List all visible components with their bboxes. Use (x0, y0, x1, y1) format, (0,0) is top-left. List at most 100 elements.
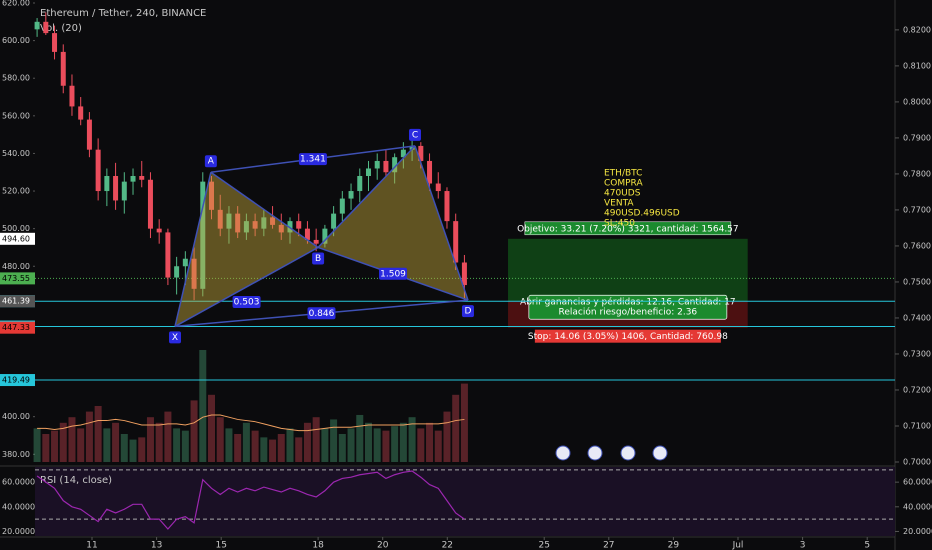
volume-bar (399, 422, 407, 462)
candle-body (270, 217, 276, 225)
volume-bar (251, 430, 259, 462)
y2-tick-label: 0.7100 (903, 421, 931, 430)
volume-bar (277, 434, 285, 462)
rsi-tick-label: 60.0000 (2, 478, 35, 487)
y-tick-label: 620.00 (2, 0, 30, 8)
candle-body (95, 149, 101, 192)
volume-bar (112, 422, 120, 462)
candle-body (174, 266, 180, 278)
volume-bar (129, 439, 137, 462)
rsi-tick-label-right: 20.0000 (903, 527, 932, 536)
target-label: Objetivo: 33.21 (7.20%) 3321, cantidad: … (517, 224, 739, 234)
candle-body (209, 181, 215, 210)
price-label-box (0, 321, 35, 334)
volume-bar (426, 422, 434, 462)
volume-bar (338, 434, 346, 462)
pattern-leg (174, 172, 212, 327)
candle-body (147, 179, 153, 229)
ratio-label: 0.846 (309, 309, 335, 319)
price-label: 494.60 (2, 234, 30, 243)
y-tick-label: 580.00 (2, 74, 30, 83)
candle-body (52, 33, 58, 52)
candle-body (182, 258, 188, 267)
pattern-fill (318, 145, 468, 301)
pattern-leg (174, 246, 319, 328)
volume-bar (260, 437, 268, 462)
volume-bar (382, 430, 390, 462)
rsi-tick-label: 20.0000 (2, 527, 35, 536)
volume-bar (347, 428, 355, 462)
candle-body (444, 191, 450, 222)
y-tick-label: 380.00 (2, 450, 30, 459)
y-tick-label: 500.00 (2, 224, 30, 233)
volume-bar (434, 430, 442, 462)
rsi-tick-label-right: 40.0000 (903, 502, 932, 511)
pattern-point-box (312, 252, 325, 265)
volume-bar (269, 439, 277, 462)
y-tick-label: 520.00 (2, 187, 30, 196)
stop-label-box (534, 329, 721, 343)
candle-body (374, 160, 380, 169)
ratio-label: 0.503 (234, 297, 260, 307)
volume-bar (85, 411, 93, 462)
pnl-label: Abrir ganancias y pérdidas: 12.16, Canti… (520, 297, 736, 308)
rsi-tick-label-right: 60.0000 (903, 478, 932, 487)
volume-bar (42, 434, 50, 462)
pattern-leg (414, 145, 469, 301)
y2-tick-label: 0.7900 (903, 133, 931, 142)
pattern-point-label: C (412, 130, 418, 140)
pattern-point-label: A (208, 157, 215, 167)
candle-body (400, 149, 406, 158)
x-tick-label: 25 (538, 541, 549, 550)
volume-bar (199, 350, 207, 462)
volume-bar (356, 414, 364, 462)
y2-tick-label: 0.7800 (903, 169, 931, 178)
chart-title: Ethereum / Tether, 240, BINANCE (40, 8, 206, 19)
volume-bar (225, 428, 233, 462)
candle-body (34, 21, 40, 30)
note-line: COMPRA (604, 179, 643, 189)
y-tick-label: 400.00 (2, 412, 30, 421)
candle-body (139, 176, 145, 180)
candle-body (252, 221, 258, 229)
ratio-box (232, 295, 261, 308)
volume-bar (190, 400, 198, 462)
x-tick-label: 3 (800, 541, 806, 550)
price-label-box (0, 295, 35, 308)
volume-bar (181, 430, 189, 462)
candle-body (69, 85, 75, 107)
price-label: 461.39 (2, 297, 30, 306)
x-tick-label: 13 (151, 541, 162, 550)
x-tick-label: 11 (86, 541, 97, 550)
candle-body (365, 168, 371, 176)
pattern-leg (317, 145, 416, 248)
candle-body (322, 228, 328, 244)
volume-bar (120, 434, 128, 462)
volume-bar (321, 428, 329, 462)
candle-body (461, 262, 467, 286)
pattern-leg (210, 171, 319, 249)
volume-bar (216, 417, 224, 462)
candle-body (383, 160, 389, 173)
note-line: ETH/BTC (604, 169, 642, 179)
volume-bar (173, 428, 181, 462)
y2-tick-label: 0.7500 (903, 277, 931, 286)
candle-body (104, 176, 110, 192)
pattern-point-box (169, 331, 182, 344)
pattern-point-label: B (315, 254, 321, 264)
volume-bar (68, 417, 76, 462)
volume-bar (452, 394, 460, 462)
volume-bar (286, 428, 294, 462)
x-tick-label: 18 (312, 541, 324, 550)
target-zone (508, 238, 748, 302)
price-label-box (0, 232, 35, 245)
candle-body (348, 191, 354, 199)
volume-bar (373, 428, 381, 462)
price-label: 473.55 (2, 274, 30, 283)
volume-bar (443, 411, 451, 462)
candle-body (261, 217, 267, 229)
rsi-tick-label: 40.0000 (2, 502, 35, 511)
volume-bar (94, 406, 102, 462)
target-label-box (524, 221, 732, 236)
y2-tick-label: 0.7300 (903, 349, 931, 358)
